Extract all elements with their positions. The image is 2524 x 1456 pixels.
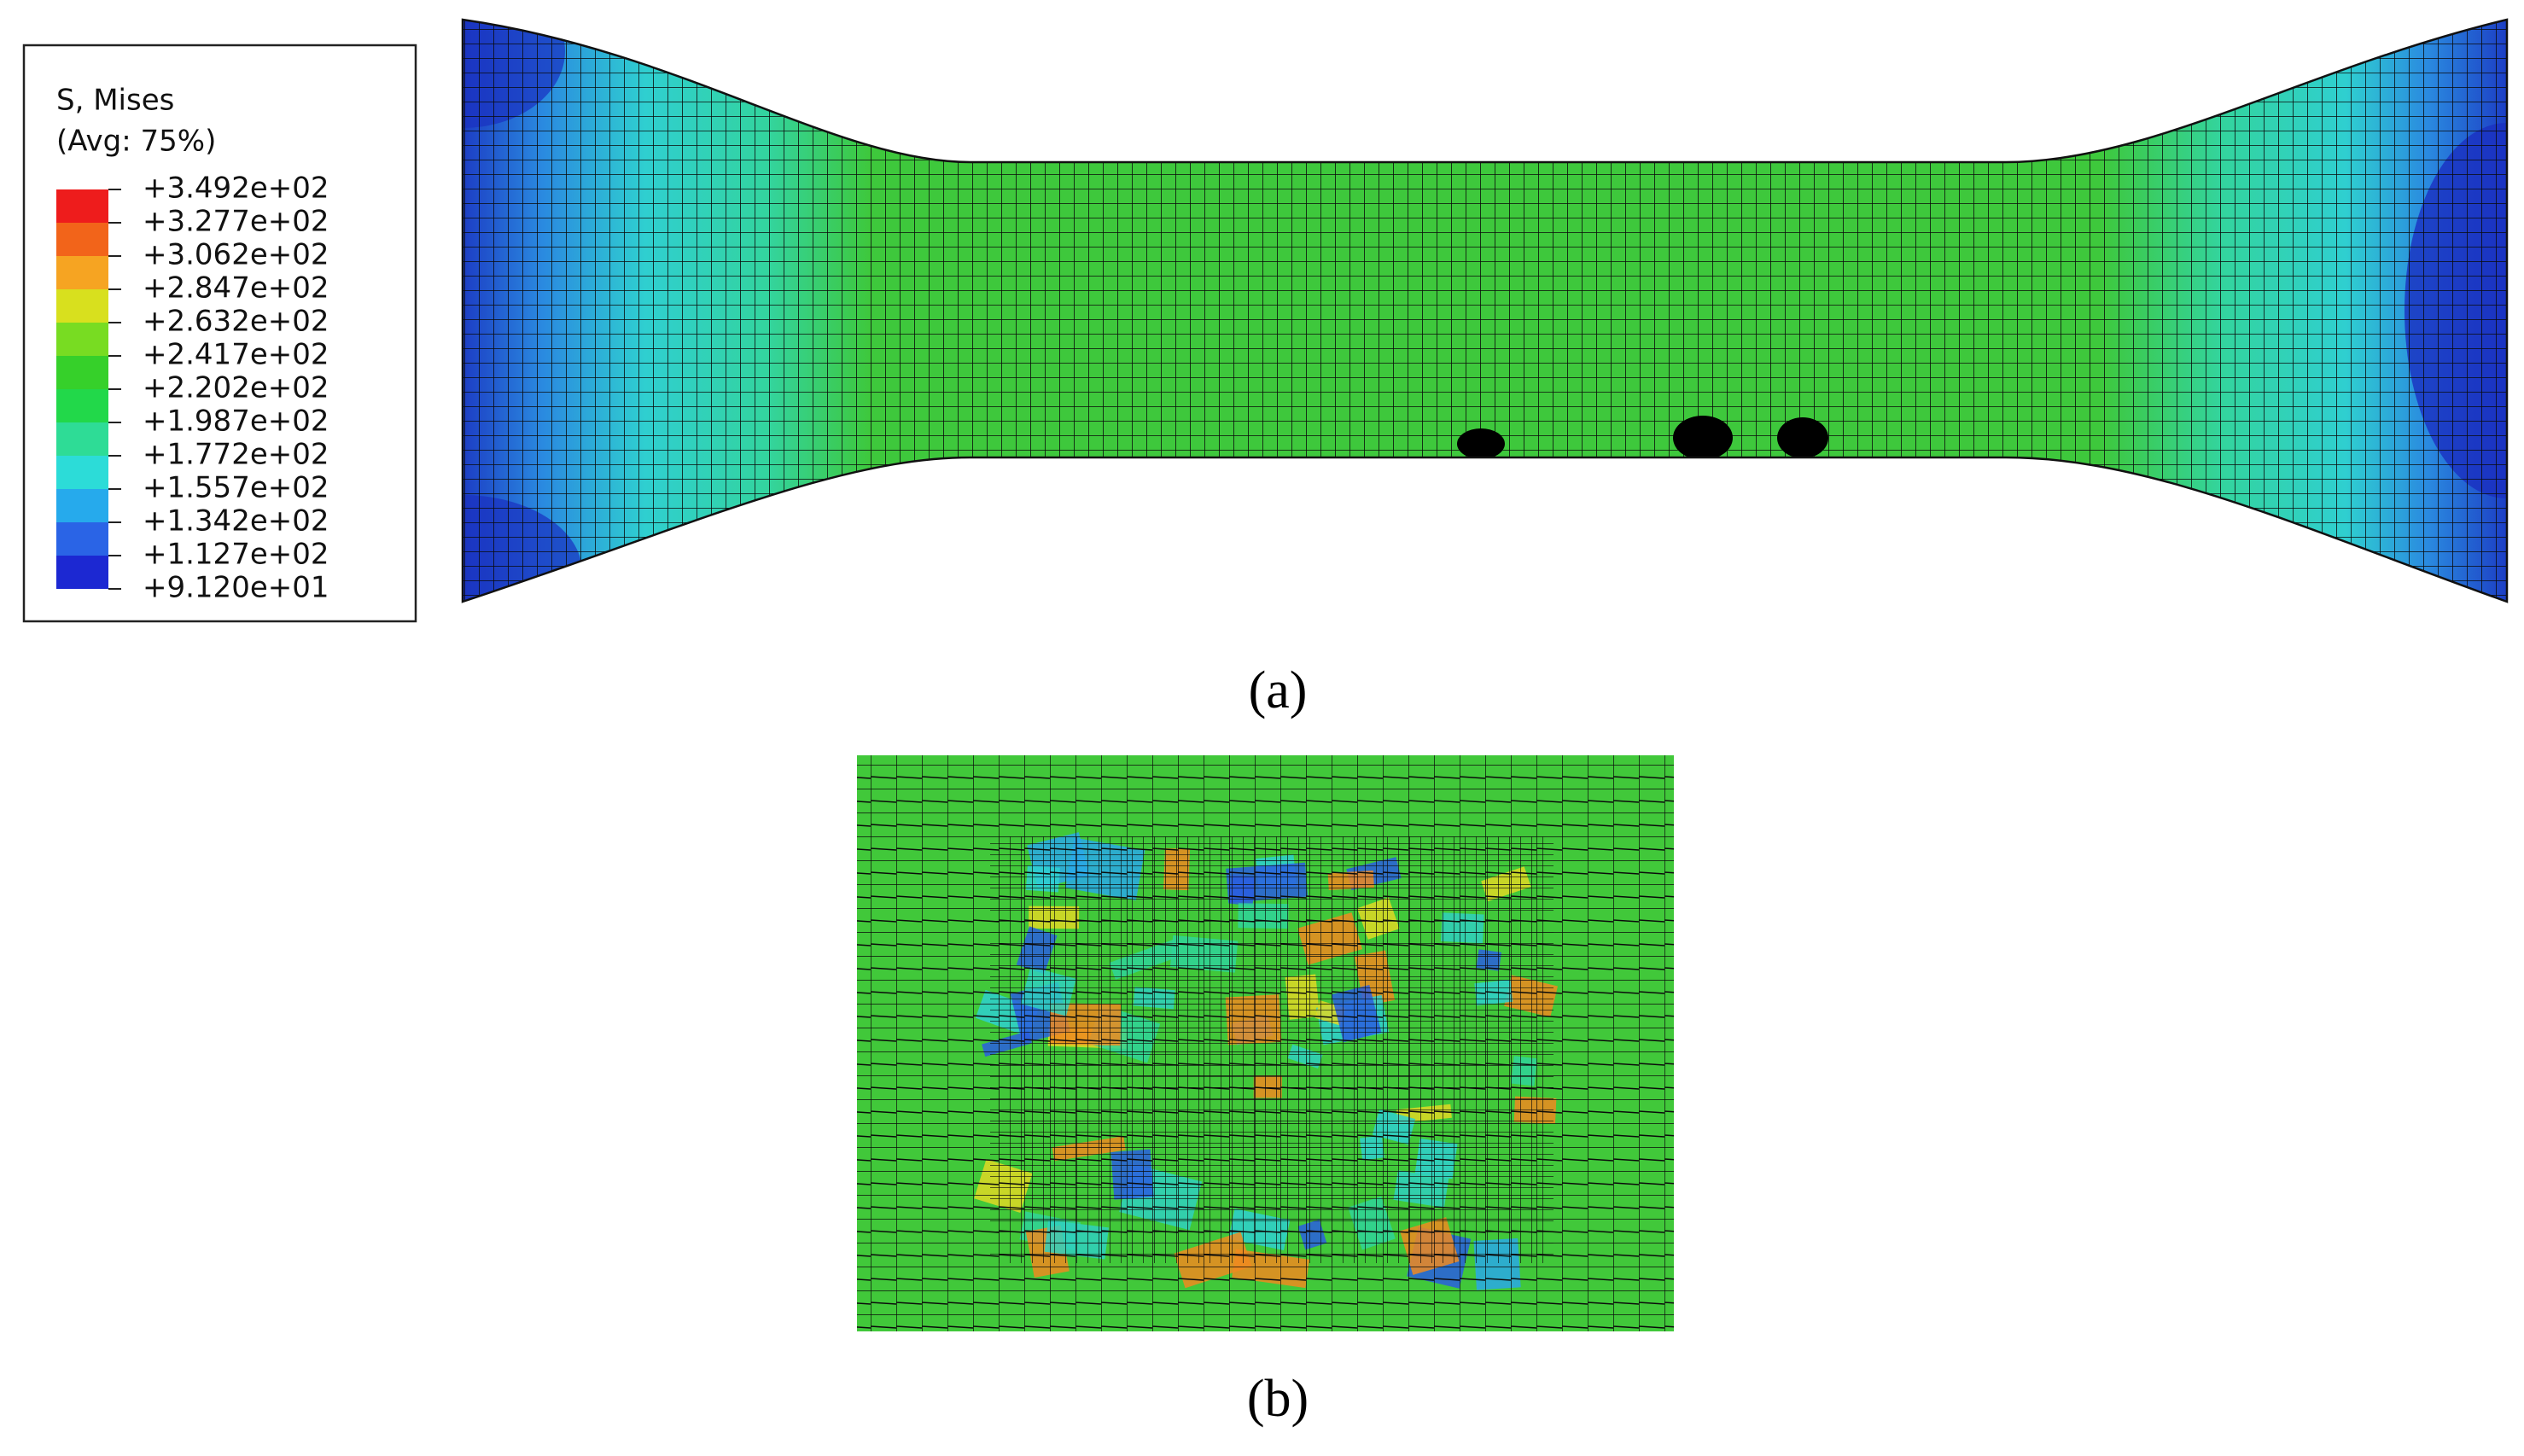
- legend-label: +9.120e+01: [143, 571, 329, 605]
- specimen-b: [857, 755, 1674, 1331]
- legend-swatch: [56, 556, 108, 589]
- legend-title: S, Mises: [56, 84, 174, 118]
- legend-label: +2.847e+02: [143, 271, 329, 306]
- legend-swatch: [56, 189, 108, 223]
- legend-scale: +3.492e+02+3.277e+02+3.062e+02+2.847e+02…: [56, 172, 329, 605]
- legend-swatch: [56, 256, 108, 289]
- legend-swatch: [56, 356, 108, 389]
- legend-swatch: [56, 323, 108, 356]
- specimen-outline: [461, 18, 2509, 603]
- legend-swatch: [56, 422, 108, 456]
- legend-label: +1.557e+02: [143, 471, 329, 505]
- legend-label: +3.492e+02: [143, 172, 329, 206]
- legend-label: +2.417e+02: [143, 338, 329, 372]
- legend-label: +2.202e+02: [143, 371, 329, 405]
- legend-label: +3.277e+02: [143, 205, 329, 239]
- legend-label: +1.127e+02: [143, 538, 329, 572]
- legend-label: +1.987e+02: [143, 405, 329, 439]
- legend-swatch: [56, 289, 108, 323]
- legend-swatch: [56, 456, 108, 489]
- legend-label: +1.772e+02: [143, 438, 329, 472]
- legend-label: +2.632e+02: [143, 305, 329, 339]
- specimen-a: [463, 20, 2507, 602]
- caption-a: (a): [1249, 661, 1308, 719]
- legend-swatch: [56, 522, 108, 556]
- legend-label: +1.342e+02: [143, 504, 329, 539]
- legend-swatch: [56, 223, 108, 256]
- legend-subtitle: (Avg: 75%): [56, 125, 216, 159]
- legend-swatch: [56, 389, 108, 422]
- legend-swatch: [56, 489, 108, 522]
- caption-b: (b): [1247, 1370, 1309, 1428]
- legend-label: +3.062e+02: [143, 238, 329, 272]
